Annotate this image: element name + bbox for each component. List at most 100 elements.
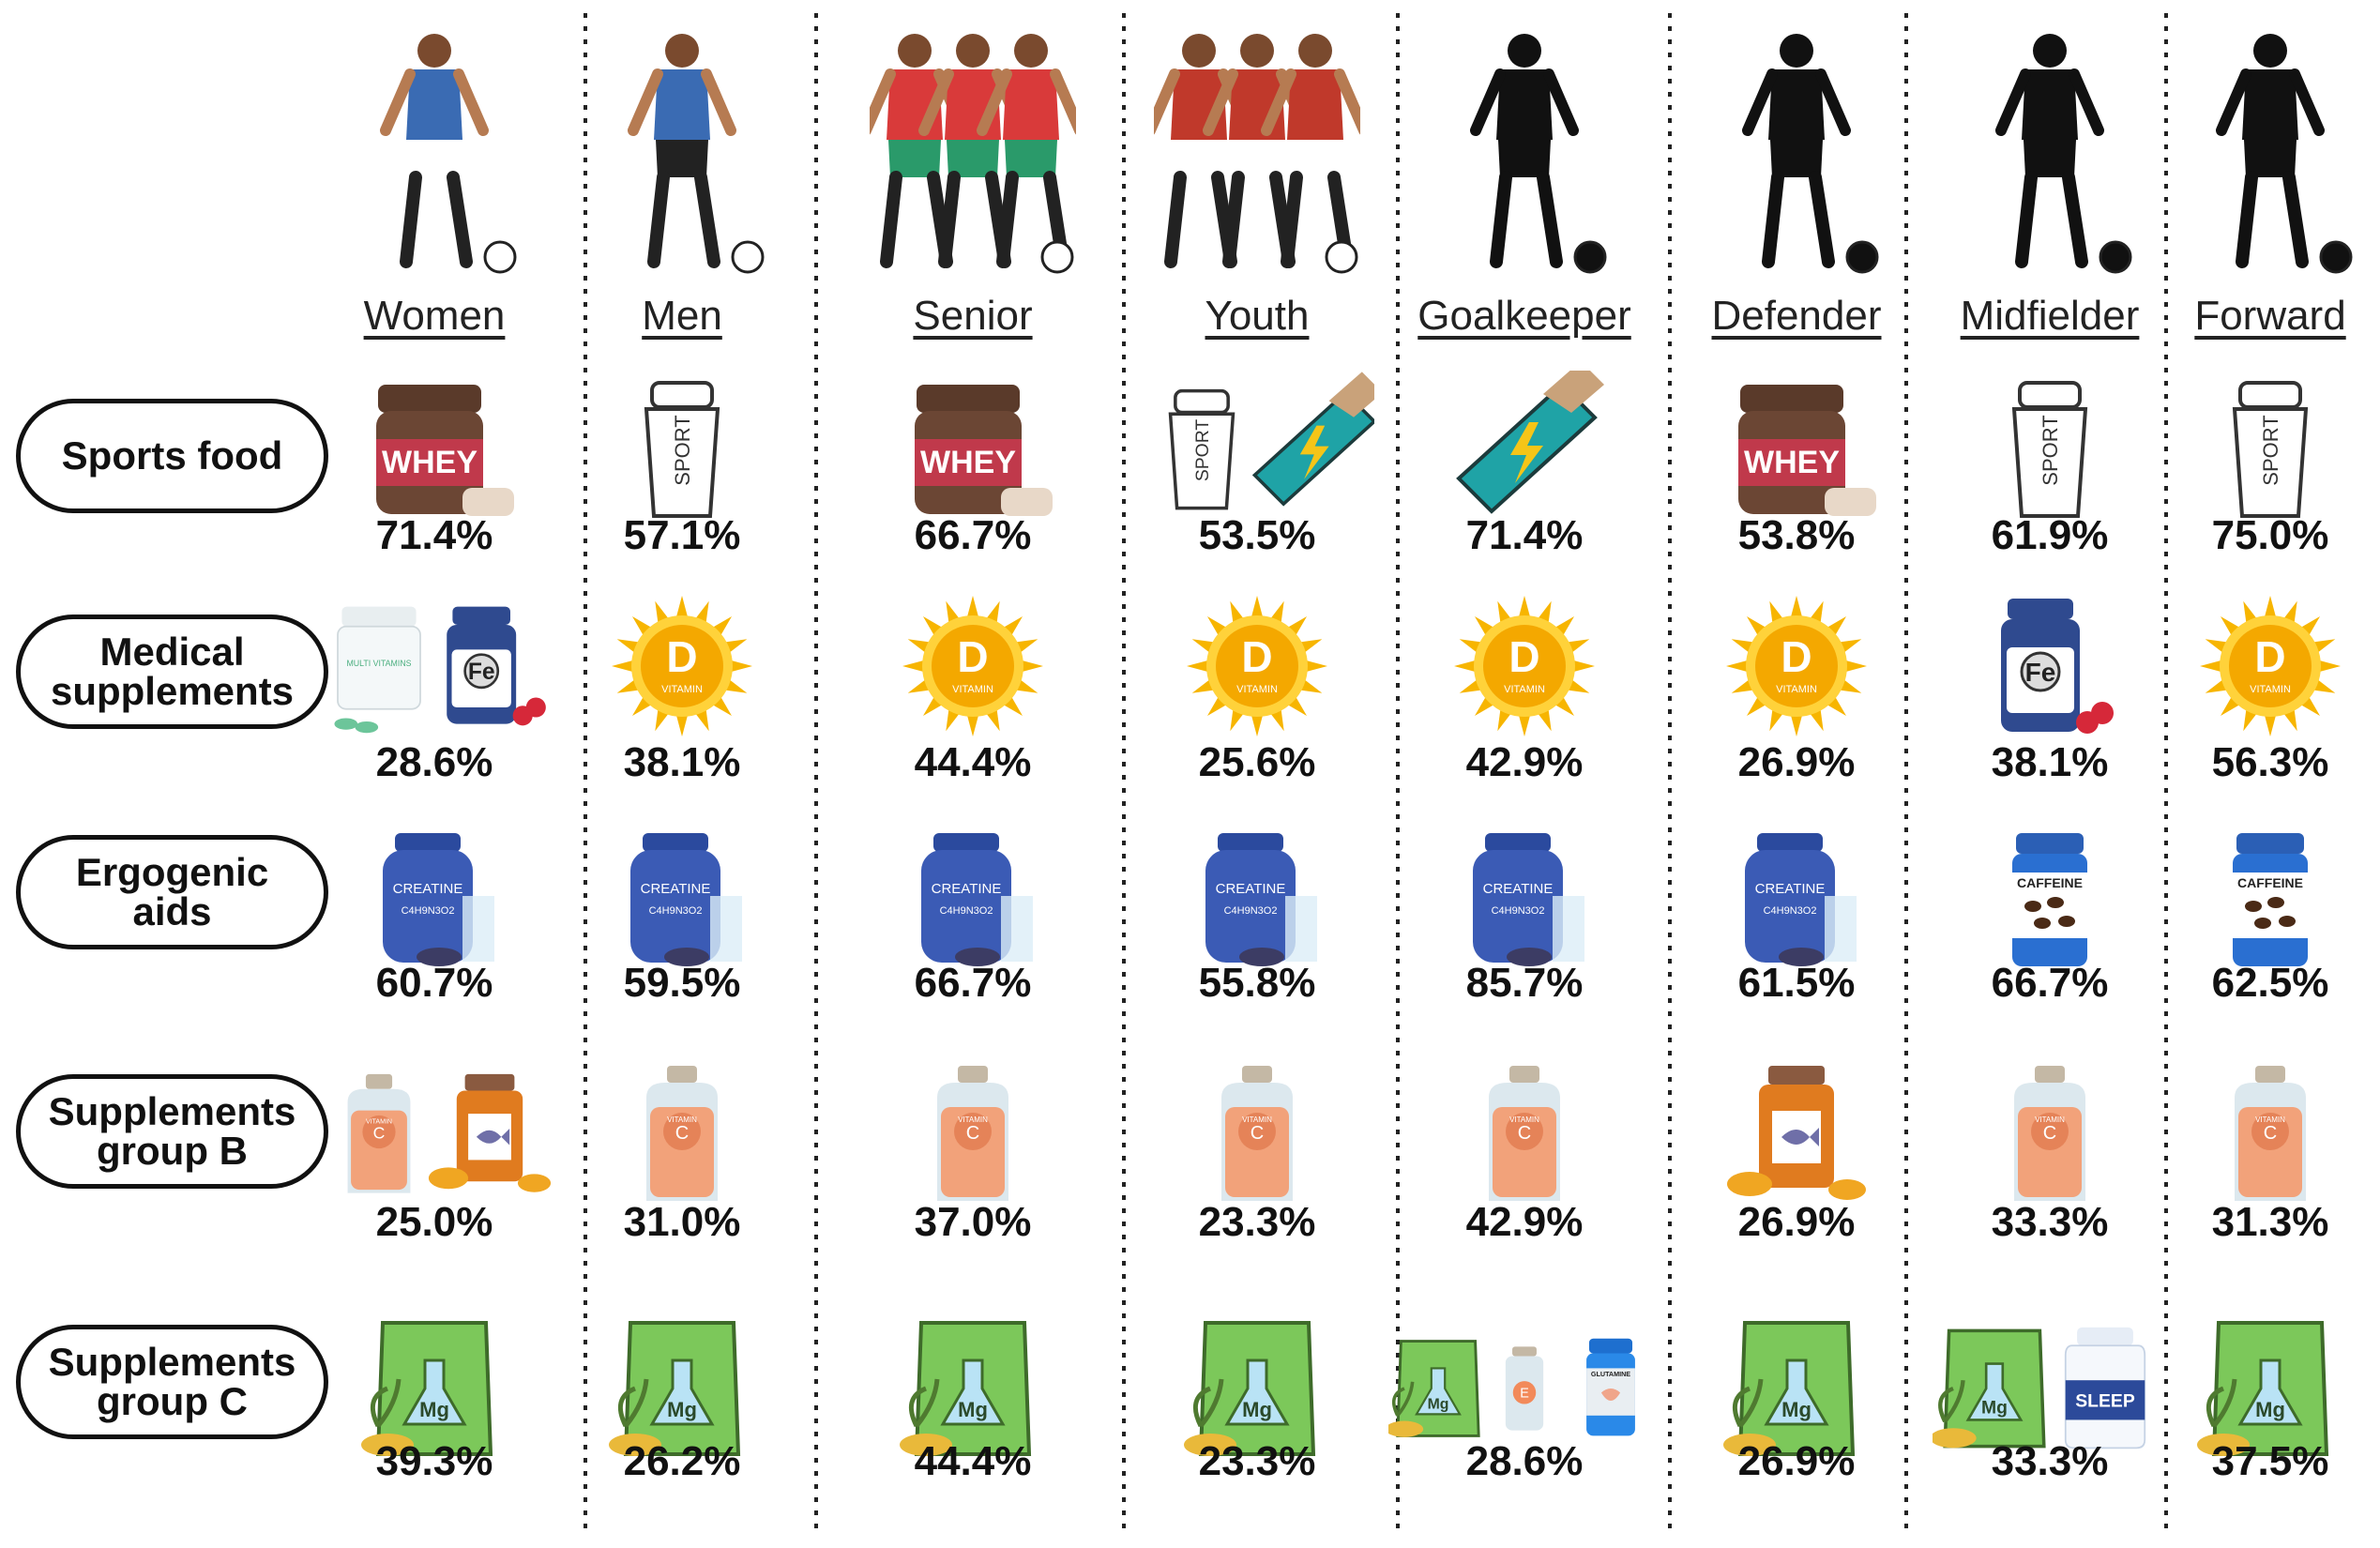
sleep-icon: SLEEP (2064, 1327, 2146, 1449)
fish-oil-icon (428, 1073, 552, 1192)
percentage-value: 71.4% (375, 512, 493, 558)
magnesium-icon: Mg (1933, 1328, 2046, 1449)
supplement-icon-group: CAFFEINE (2233, 833, 2308, 966)
svg-text:SPORT: SPORT (1192, 419, 1213, 482)
svg-text:WHEY: WHEY (920, 445, 1016, 480)
percentage-value: 31.3% (2211, 1199, 2329, 1245)
group-header: Youth (1205, 293, 1310, 339)
percentage-value: 53.5% (1198, 512, 1316, 558)
svg-text:C: C (966, 1123, 979, 1144)
svg-text:CREATINE: CREATINE (1483, 881, 1554, 897)
supplement-icon-group: WHEY (915, 385, 1053, 516)
caffeine-icon: CAFFEINE (2233, 833, 2308, 966)
supplement-icon-group: Mg (1184, 1321, 1316, 1456)
category-label: Supplements group C (16, 1325, 328, 1439)
svg-text:C4H9N3O2: C4H9N3O2 (402, 905, 455, 917)
svg-text:VITAMIN: VITAMIN (1509, 1115, 1539, 1124)
svg-text:CREATINE: CREATINE (932, 881, 1002, 897)
svg-text:CREATINE: CREATINE (641, 881, 711, 897)
percentage-value: 26.9% (1737, 1438, 1856, 1484)
svg-text:WHEY: WHEY (382, 445, 478, 480)
supplement-icon-group: SPORT (644, 381, 720, 518)
supplement-icon-group: Mg (900, 1321, 1032, 1456)
percentage-value: 42.9% (1465, 1199, 1584, 1245)
svg-text:VITAMIN: VITAMIN (1504, 684, 1545, 695)
category-label: Sports food (16, 399, 328, 513)
magnesium-icon: Mg (1723, 1321, 1856, 1456)
youth-team-icon (1154, 34, 1360, 274)
man-player-icon (628, 34, 765, 274)
creatine-icon: CREATINE C4H9N3O2 (1473, 833, 1584, 966)
vitamin-d-icon: D VITAMIN (612, 596, 752, 736)
percentage-value: 55.8% (1198, 960, 1316, 1006)
svg-text:Fe: Fe (468, 660, 495, 685)
percentage-value: 44.4% (914, 1438, 1032, 1484)
supplement-icon-group: D VITAMIN (1187, 596, 1327, 736)
supplement-icon-group: SPORT (2232, 381, 2309, 518)
supplement-icon-group: D VITAMIN (2200, 596, 2341, 736)
percentage-value: 23.3% (1198, 1199, 1316, 1245)
group-header: Senior (913, 293, 1033, 339)
svg-text:C4H9N3O2: C4H9N3O2 (649, 905, 703, 917)
svg-text:Mg: Mg (419, 1398, 449, 1421)
supplement-icon-group: D VITAMIN (612, 596, 752, 736)
supplement-icon-group: D VITAMIN (1726, 596, 1867, 736)
creatine-icon: CREATINE C4H9N3O2 (383, 833, 494, 966)
percentage-value: 38.1% (1991, 739, 2109, 785)
supplement-icon-group: CREATINE C4H9N3O2 (1473, 833, 1584, 966)
svg-text:WHEY: WHEY (1744, 445, 1840, 480)
svg-text:C: C (1518, 1123, 1531, 1144)
shaker-icon: SPORT (2232, 381, 2309, 518)
svg-text:CREATINE: CREATINE (1755, 881, 1826, 897)
vitamin-d-icon: D VITAMIN (1454, 596, 1595, 736)
fish-oil-icon (1727, 1066, 1866, 1200)
supplement-icon-group: Mg SLEEP (1933, 1327, 2146, 1449)
svg-text:C4H9N3O2: C4H9N3O2 (1492, 905, 1545, 917)
group-header: Women (363, 293, 506, 339)
percentage-value: 28.6% (1465, 1438, 1584, 1484)
percentage-value: 25.0% (375, 1199, 493, 1245)
percentage-value: 23.3% (1198, 1438, 1316, 1484)
percentage-value: 56.3% (2211, 739, 2329, 785)
whey-icon: WHEY (915, 385, 1053, 516)
supplement-icon-group: CAFFEINE (2012, 833, 2087, 966)
svg-text:C: C (373, 1124, 386, 1143)
supplement-icon-group: Mg (609, 1321, 741, 1456)
percentage-value: 26.9% (1737, 1199, 1856, 1245)
svg-text:VITAMIN: VITAMIN (667, 1115, 697, 1124)
creatine-icon: CREATINE C4H9N3O2 (1205, 833, 1317, 966)
svg-text:Mg: Mg (1981, 1397, 2008, 1418)
svg-text:E: E (1520, 1386, 1529, 1401)
shaker-icon: SPORT (2011, 381, 2088, 518)
svg-text:C: C (675, 1123, 689, 1144)
svg-text:SPORT: SPORT (2259, 415, 2282, 485)
svg-text:CREATINE: CREATINE (393, 881, 463, 897)
multivitamin-icon: MULTI VITAMINS (334, 606, 421, 734)
svg-text:Mg: Mg (1242, 1398, 1272, 1421)
supplement-icon-group: Mg (361, 1321, 493, 1456)
energy-bar-icon (1251, 372, 1374, 507)
svg-text:VITAMIN: VITAMIN (366, 1119, 392, 1126)
group-header: Forward (2194, 293, 2346, 339)
svg-text:D: D (1508, 632, 1539, 681)
svg-text:Mg: Mg (1781, 1398, 1812, 1421)
svg-text:VITAMIN: VITAMIN (2250, 684, 2291, 695)
supplement-icon-group (1456, 371, 1604, 514)
goalkeeper-silhouette-icon (1470, 34, 1607, 274)
supplement-icon-group: WHEY (1738, 385, 1876, 516)
svg-text:Fe: Fe (2025, 658, 2056, 687)
whey-icon: WHEY (376, 385, 514, 516)
supplement-icon-group: SPORT (2011, 381, 2088, 518)
percentage-value: 66.7% (914, 512, 1032, 558)
svg-text:Mg: Mg (1428, 1397, 1449, 1413)
defender-silhouette-icon (1742, 34, 1879, 274)
svg-text:VITAMIN: VITAMIN (2255, 1115, 2285, 1124)
svg-text:VITAMIN: VITAMIN (958, 1115, 988, 1124)
supplement-icon-group: MULTI VITAMINS Fe (334, 606, 546, 734)
supplement-icon-group: D VITAMIN (902, 596, 1043, 736)
